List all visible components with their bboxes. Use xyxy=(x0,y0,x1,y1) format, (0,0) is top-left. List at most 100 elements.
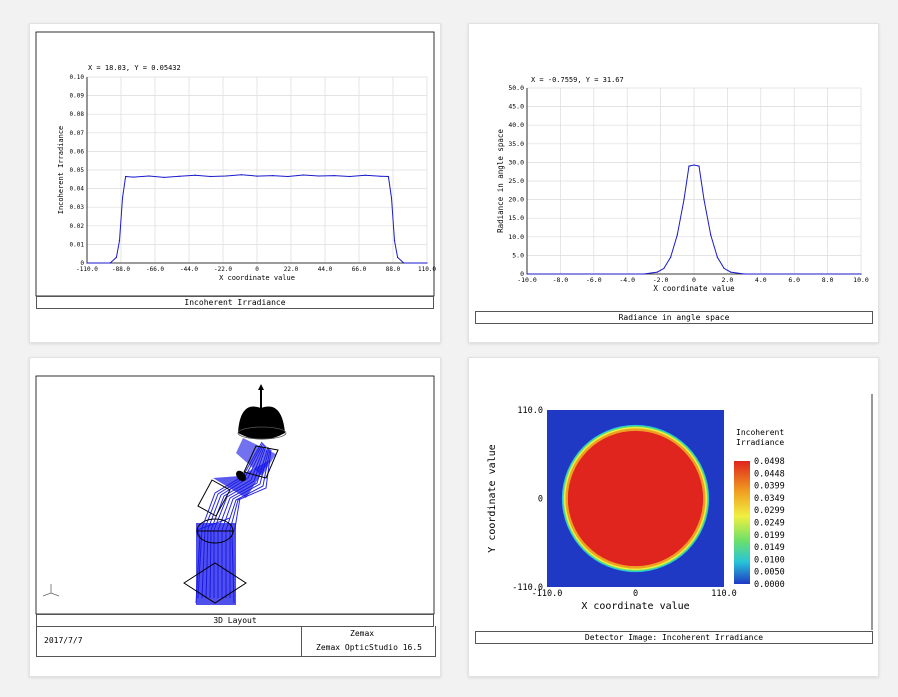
radiance-panel: -10.0 -8.0 -6.0 -4.0 -2.0 0 2.0 4.0 6.0 8.0 10.0 0 5… xyxy=(468,23,879,343)
colorbar-tick-label: 0.0399 xyxy=(754,482,785,492)
cursor-readout: X = -0.7559, Y = 31.67 xyxy=(531,76,624,84)
x-tick-label: -8.0 xyxy=(553,276,569,284)
y-axis-title: Radiance in angle space xyxy=(496,129,505,233)
layout-title: 3D Layout xyxy=(36,614,434,627)
data-point xyxy=(179,175,181,177)
company-name: Zemax xyxy=(350,629,375,638)
y-tick-label: 20.0 xyxy=(508,196,524,204)
plot-footer: Radiance in angle space xyxy=(475,311,873,324)
data-point xyxy=(302,174,304,176)
data-point xyxy=(676,234,678,236)
x-axis-title: X coordinate value xyxy=(219,274,295,282)
mirror-outline xyxy=(243,445,279,479)
data-point xyxy=(210,175,212,178)
data-point xyxy=(670,256,672,258)
source-dome xyxy=(238,406,285,440)
data-point xyxy=(730,271,732,273)
x-tick-label: -4.0 xyxy=(619,276,635,284)
y-tick-label: 0 xyxy=(538,495,543,505)
data-point xyxy=(703,199,705,201)
data-point xyxy=(125,175,127,178)
colorbar-tick-label: 0.0050 xyxy=(754,568,785,578)
irradiance-panel: -110.0 -88.0 -66.0 -44.0 -22.0 0 22.0 44.0 66.0 8… xyxy=(29,23,441,343)
colorbar-tick-label: 0.0498 xyxy=(754,457,785,467)
layout-3d-panel: 3D Layout 2017/7/7 Zemax Zemax OpticStud… xyxy=(29,357,441,677)
data-point xyxy=(163,176,165,179)
layout-3d-drawing xyxy=(35,375,435,615)
data-point xyxy=(287,175,289,178)
x-tick-label: -6.0 xyxy=(586,276,602,284)
y-tick-label: 50.0 xyxy=(508,84,524,92)
data-point xyxy=(109,262,111,264)
data-point xyxy=(723,267,725,270)
y-tick-label: 0.01 xyxy=(70,241,85,248)
data-point xyxy=(390,197,393,199)
x-tick-label: -110.0 xyxy=(76,266,98,273)
y-tick-label: 0 xyxy=(520,270,524,278)
data-point xyxy=(716,256,718,258)
data-point xyxy=(710,234,712,236)
x-tick-label: 44.0 xyxy=(318,266,333,273)
y-tick-label: 0.06 xyxy=(70,148,85,155)
x-axis-title: X coordinate value xyxy=(581,601,689,612)
y-tick-label: 35.0 xyxy=(508,140,524,148)
data-point xyxy=(426,262,428,264)
x-tick-label: -22.0 xyxy=(214,266,232,273)
x-tick-label: 4.0 xyxy=(755,276,767,284)
data-point xyxy=(86,262,88,264)
x-tick-label: 0 xyxy=(633,589,638,599)
x-axis-title: X coordinate value xyxy=(653,284,735,293)
x-tick-label: -2.0 xyxy=(653,276,669,284)
data-point xyxy=(271,174,274,177)
y-tick-label: -110.0 xyxy=(512,583,543,593)
data-point xyxy=(688,165,690,167)
x-tick-label: 8.0 xyxy=(822,276,834,284)
data-point xyxy=(663,267,665,270)
data-point xyxy=(698,165,700,167)
data-point xyxy=(225,175,227,177)
data-point xyxy=(364,174,366,176)
y-tick-label: 110.0 xyxy=(517,406,543,416)
data-point xyxy=(256,175,258,177)
data-point xyxy=(387,175,389,178)
data-point xyxy=(318,175,320,177)
x-tick-label: 0 xyxy=(255,266,259,273)
detector-footer: Detector Image: Incoherent Irradiance xyxy=(475,631,873,644)
plot-footer: Incoherent Irradiance xyxy=(36,296,434,309)
colorbar-tick-label: 0.0199 xyxy=(754,531,785,541)
x-tick-label: 2.0 xyxy=(722,276,734,284)
data-point xyxy=(526,273,528,275)
y-tick-label: 0.09 xyxy=(70,93,85,100)
colorbar-tick-label: 0.0299 xyxy=(754,506,785,516)
y-tick-label: 0.04 xyxy=(70,186,85,193)
y-tick-label: 0.10 xyxy=(70,74,85,81)
data-point xyxy=(333,174,335,177)
x-tick-label: -66.0 xyxy=(146,266,164,273)
x-tick-label: 22.0 xyxy=(284,266,299,273)
cursor-readout: X = 18.03, Y = 0.05432 xyxy=(88,64,181,72)
data-point xyxy=(403,262,405,264)
data-point xyxy=(393,240,396,242)
data-point xyxy=(115,256,117,259)
y-axis-title: Incoherent Irradiance xyxy=(57,126,65,215)
x-tick-label: -88.0 xyxy=(112,266,130,273)
product-name: Zemax OpticStudio 16.5 xyxy=(316,643,422,652)
data-point xyxy=(240,174,243,176)
data-point xyxy=(656,271,658,273)
data-point xyxy=(121,197,124,199)
x-tick-label: -110.0 xyxy=(532,589,563,599)
detector-image: -110.0 0 110.0 110.0 0 -110.0 X coordinate val… xyxy=(487,394,873,630)
data-point xyxy=(380,175,382,177)
detector-panel: -110.0 0 110.0 110.0 0 -110.0 X coordinate val… xyxy=(468,357,879,677)
axis-indicator xyxy=(42,584,60,597)
info-box: 2017/7/7 Zemax Zemax OpticStudio 16.5 xyxy=(36,626,436,657)
data-point xyxy=(860,273,862,275)
y-tick-label: 0.02 xyxy=(70,223,85,230)
x-tick-label: 66.0 xyxy=(352,266,367,273)
heatmap-disk xyxy=(567,430,704,567)
colorbar-tick-label: 0.0448 xyxy=(754,469,785,479)
colorbar xyxy=(734,461,750,584)
colorbar-title-line1: Incoherent xyxy=(736,428,785,437)
y-tick-label: 0.08 xyxy=(70,111,85,118)
ray-upper-fill xyxy=(236,438,276,476)
